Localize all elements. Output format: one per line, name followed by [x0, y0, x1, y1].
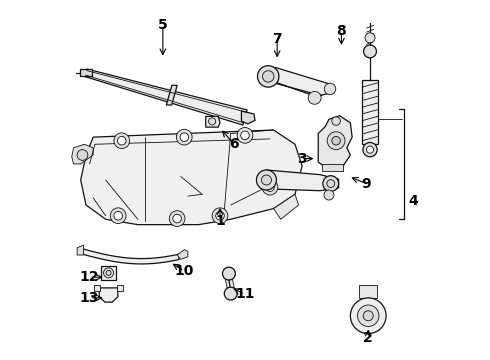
Circle shape: [327, 132, 345, 150]
Circle shape: [263, 71, 274, 82]
Circle shape: [332, 136, 341, 145]
Circle shape: [365, 33, 375, 43]
Text: 4: 4: [408, 194, 418, 208]
Circle shape: [212, 208, 228, 224]
Circle shape: [114, 211, 122, 220]
Circle shape: [209, 118, 216, 125]
Circle shape: [262, 179, 278, 195]
Circle shape: [110, 208, 126, 224]
Text: 10: 10: [174, 264, 194, 278]
Polygon shape: [79, 68, 93, 76]
Circle shape: [323, 176, 339, 192]
Polygon shape: [177, 249, 188, 259]
Polygon shape: [242, 111, 255, 124]
Circle shape: [216, 211, 224, 220]
Text: 7: 7: [272, 32, 282, 46]
Text: 12: 12: [80, 270, 99, 284]
Polygon shape: [72, 144, 93, 164]
Polygon shape: [85, 69, 247, 125]
Circle shape: [114, 133, 130, 149]
Bar: [359, 285, 377, 298]
Circle shape: [237, 127, 253, 143]
Circle shape: [106, 270, 111, 275]
Circle shape: [363, 311, 373, 321]
Text: 1: 1: [215, 214, 225, 228]
Circle shape: [327, 180, 335, 188]
Circle shape: [118, 136, 126, 145]
Bar: [362, 80, 378, 144]
Circle shape: [358, 305, 379, 327]
Circle shape: [256, 170, 276, 190]
Text: 13: 13: [80, 291, 99, 305]
Bar: [118, 285, 123, 291]
Text: 11: 11: [235, 287, 255, 301]
Polygon shape: [267, 170, 339, 191]
Circle shape: [266, 183, 274, 192]
Circle shape: [169, 211, 185, 226]
Text: 8: 8: [337, 24, 346, 38]
Circle shape: [176, 129, 192, 145]
Circle shape: [180, 133, 189, 141]
Polygon shape: [81, 130, 302, 225]
Polygon shape: [99, 288, 118, 302]
Circle shape: [224, 287, 237, 300]
Circle shape: [173, 214, 181, 223]
Text: 5: 5: [158, 18, 168, 32]
Circle shape: [350, 298, 386, 334]
Polygon shape: [166, 85, 177, 105]
Bar: [100, 266, 117, 280]
Circle shape: [324, 190, 334, 200]
Polygon shape: [206, 116, 220, 127]
Polygon shape: [77, 245, 83, 255]
Circle shape: [222, 267, 235, 280]
Circle shape: [262, 175, 271, 185]
Circle shape: [324, 83, 336, 95]
Circle shape: [308, 91, 321, 104]
Text: 3: 3: [297, 152, 307, 166]
Text: 6: 6: [229, 137, 239, 151]
Circle shape: [364, 45, 376, 58]
Bar: [94, 285, 99, 291]
Circle shape: [77, 150, 88, 160]
Circle shape: [363, 143, 377, 157]
Polygon shape: [79, 248, 179, 264]
Text: 2: 2: [364, 331, 373, 345]
Polygon shape: [322, 164, 343, 171]
Circle shape: [367, 146, 373, 153]
Circle shape: [103, 268, 114, 278]
Polygon shape: [273, 194, 298, 219]
Circle shape: [258, 66, 279, 87]
Circle shape: [241, 131, 249, 140]
Polygon shape: [225, 279, 234, 288]
Polygon shape: [318, 116, 352, 169]
Text: 9: 9: [362, 176, 371, 190]
Polygon shape: [267, 67, 334, 95]
Circle shape: [332, 117, 341, 125]
